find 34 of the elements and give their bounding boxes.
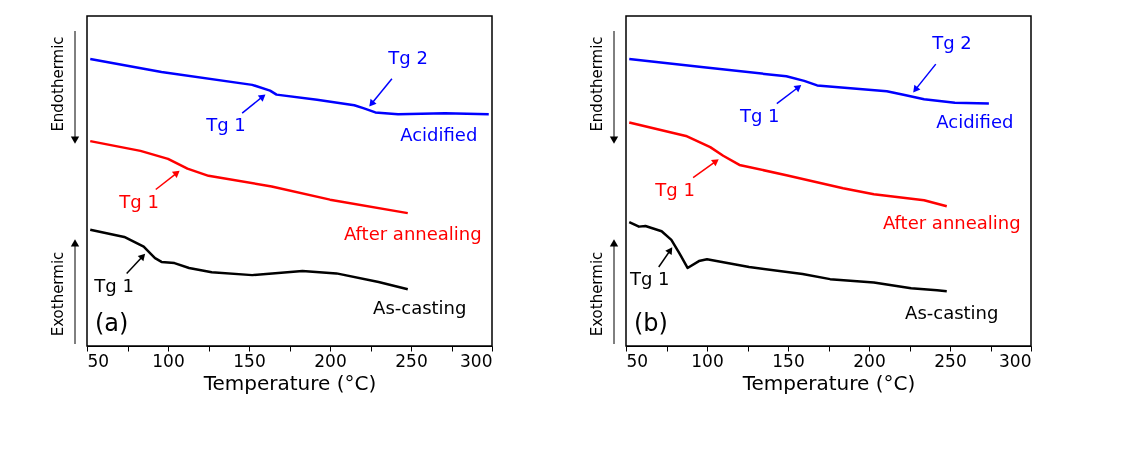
x-tick-label: 250 [934, 350, 967, 371]
x-tick-label: 250 [395, 350, 428, 371]
annotation: Tg 1 [628, 268, 670, 290]
x-tick-label: 50 [87, 350, 110, 371]
x-tick-label: 200 [853, 350, 886, 371]
annotation: (a) [95, 309, 129, 337]
text: Endothermic [588, 36, 606, 132]
x-axis-title: Temperature (°C) [741, 370, 916, 395]
annotation: Tg 1 [118, 190, 159, 212]
x-tick-label: 150 [772, 350, 805, 371]
x-axis-title: Temperature (°C) [202, 370, 377, 395]
annotation: (b) [634, 309, 668, 337]
annotation: Tg 2 [387, 46, 428, 68]
x-tick-label: 200 [314, 350, 347, 371]
x-tick-label: 150 [233, 350, 266, 371]
annotation: Tg 2 [931, 31, 972, 53]
x-tick-label: 100 [152, 350, 185, 371]
series-label: After annealing [343, 223, 482, 245]
series-label: As-casting [905, 302, 999, 324]
x-tick-label: 50 [626, 350, 649, 371]
text: Endothermic [49, 36, 67, 132]
annotation: Tg 1 [205, 114, 246, 136]
x-tick-label: 100 [691, 350, 724, 371]
annotation: Tg 1 [93, 275, 134, 297]
x-tick-label: 300 [460, 350, 493, 371]
series-label: Acidified [400, 124, 478, 146]
text: Exothermic [49, 251, 67, 337]
series-label: Acidified [936, 110, 1014, 132]
series-label: As-casting [373, 297, 467, 319]
x-tick-label: 300 [999, 350, 1032, 371]
series-label: After annealing [882, 212, 1021, 234]
text: Exothermic [588, 251, 606, 337]
annotation: Tg 1 [738, 104, 780, 126]
annotation: Tg 1 [654, 178, 695, 200]
